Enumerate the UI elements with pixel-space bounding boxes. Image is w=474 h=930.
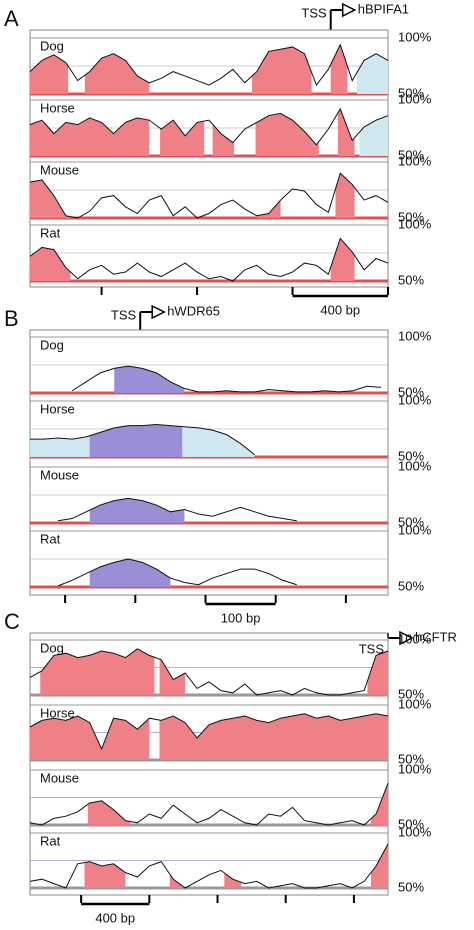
- conserved-region: [330, 44, 348, 94]
- species-label: Dog: [40, 337, 64, 352]
- conserved-region: [30, 54, 69, 94]
- tss-arrowhead: [399, 630, 414, 646]
- identity-line: [29, 107, 389, 146]
- panel-frame: [29, 29, 389, 288]
- species-label: Dog: [40, 640, 64, 655]
- identity-line: [57, 497, 297, 522]
- conserved-region: [84, 861, 126, 888]
- conserved-region: [89, 498, 185, 523]
- conserved-region: [224, 872, 242, 888]
- identity-line: [30, 424, 255, 456]
- y-tick-label: 50%: [398, 816, 424, 831]
- tss-arrowhead: [151, 304, 166, 320]
- y-tick-label: 50%: [398, 147, 424, 162]
- conserved-region: [370, 844, 388, 888]
- y-tick-label: 100%: [398, 761, 432, 776]
- species-label: Rat: [40, 531, 61, 546]
- y-tick-label: 50%: [398, 686, 424, 701]
- species-label: Mouse: [40, 770, 79, 785]
- identity-line: [29, 648, 389, 696]
- species-label: Mouse: [40, 467, 79, 482]
- conserved-region: [212, 124, 235, 156]
- y-tick-label: 50%: [398, 85, 424, 100]
- tss-label: TSS: [359, 641, 385, 656]
- conserved-region: [114, 366, 185, 393]
- y-tick-label: 100%: [398, 91, 432, 106]
- tss-arrowhead: [341, 2, 357, 18]
- identity-line: [29, 843, 389, 889]
- tss-label: TSS: [111, 307, 137, 322]
- identity-line: [29, 237, 389, 282]
- y-tick-label: 100%: [398, 216, 432, 231]
- panel-letter: A: [4, 6, 19, 31]
- conserved-region: [30, 247, 71, 281]
- conserved-region: [356, 53, 388, 94]
- y-tick-label: 100%: [398, 631, 432, 646]
- y-tick-label: 100%: [398, 392, 432, 407]
- identity-line: [57, 558, 297, 587]
- identity-line: [29, 43, 389, 87]
- y-tick-label: 100%: [398, 328, 432, 343]
- scale-bar-label: 400 bp: [320, 302, 360, 317]
- conserved-region: [169, 874, 184, 888]
- conserved-region: [30, 716, 150, 760]
- y-tick-label: 100%: [398, 458, 432, 473]
- identity-line: [29, 713, 389, 751]
- conserved-region: [182, 426, 255, 457]
- gene-label: hBPIFA1: [358, 1, 409, 16]
- identity-line: [71, 365, 382, 393]
- conserved-region: [87, 800, 131, 825]
- conserved-region: [159, 713, 388, 760]
- conserved-region: [255, 113, 319, 156]
- conserved-region: [251, 46, 312, 94]
- panel-letter: C: [4, 609, 20, 634]
- conserved-region: [256, 200, 281, 218]
- y-tick-label: 50%: [398, 751, 424, 766]
- conserved-region: [160, 120, 205, 156]
- y-tick-label: 50%: [398, 384, 424, 399]
- conserved-region: [335, 173, 355, 218]
- y-tick-label: 100%: [398, 824, 432, 839]
- y-tick-label: 50%: [398, 879, 424, 894]
- conserved-region: [330, 238, 355, 281]
- species-label: Dog: [40, 38, 64, 53]
- identity-line: [29, 172, 389, 219]
- y-tick-label: 50%: [398, 448, 424, 463]
- panel-frame: [29, 329, 389, 596]
- conserved-region: [337, 108, 355, 156]
- species-label: Rat: [40, 225, 61, 240]
- species-label: Horse: [40, 705, 75, 720]
- y-tick-label: 100%: [398, 696, 432, 711]
- conserved-region: [89, 559, 171, 587]
- conserved-region: [30, 435, 90, 457]
- tss-label: TSS: [301, 5, 327, 20]
- scale-bar-label: 100 bp: [221, 610, 261, 625]
- conserved-region: [30, 117, 150, 156]
- gene-label: hWDR65: [167, 303, 220, 318]
- y-tick-label: 100%: [398, 29, 432, 44]
- conserved-region: [367, 651, 388, 695]
- conserved-region: [84, 53, 150, 94]
- conserved-region: [370, 783, 388, 825]
- species-label: Horse: [40, 100, 75, 115]
- y-tick-label: 50%: [398, 272, 424, 287]
- y-tick-label: 50%: [398, 578, 424, 593]
- conserved-region: [30, 179, 71, 218]
- scale-bar-label: 400 bp: [95, 910, 135, 925]
- species-label: Horse: [40, 401, 75, 416]
- panel-letter: B: [4, 306, 19, 331]
- gene-label: hCFTR: [415, 629, 457, 644]
- conserved-region: [40, 648, 155, 695]
- y-tick-label: 100%: [398, 153, 432, 168]
- species-label: Rat: [40, 833, 61, 848]
- y-tick-label: 50%: [398, 209, 424, 224]
- species-label: Mouse: [40, 162, 79, 177]
- conserved-region: [89, 424, 183, 457]
- identity-line: [29, 783, 389, 826]
- y-tick-label: 50%: [398, 514, 424, 529]
- panel-frame: [29, 632, 389, 896]
- y-tick-label: 100%: [398, 522, 432, 537]
